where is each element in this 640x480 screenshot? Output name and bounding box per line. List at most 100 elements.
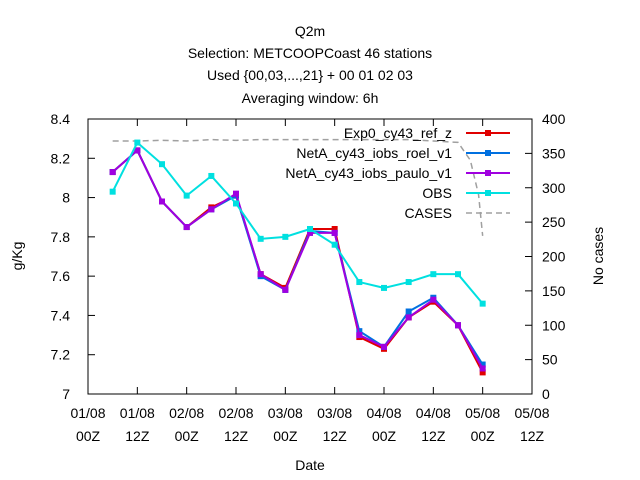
- data-point: [479, 361, 486, 368]
- legend-label: OBS: [422, 185, 452, 201]
- data-point: [183, 192, 190, 199]
- x-tick-label-hour: 12Z: [520, 428, 545, 444]
- y-axis-label: g/Kg: [9, 242, 25, 271]
- data-point: [430, 271, 437, 278]
- legend-marker: [485, 170, 491, 176]
- data-point: [479, 369, 486, 376]
- data-point: [159, 198, 165, 205]
- y2-tick-label: 150: [542, 283, 566, 299]
- y-tick-label: 7.2: [51, 347, 71, 363]
- y-tick-label: 8.2: [51, 150, 71, 166]
- x-tick-label-date: 02/08: [169, 405, 204, 421]
- x-tick-label-date: 01/08: [70, 405, 105, 421]
- legend-label: CASES: [405, 205, 452, 221]
- chart-title: Q2m Selection: METCOOPCoast 46 stations Us…: [188, 23, 432, 106]
- data-point: [208, 206, 215, 213]
- y2-tick-label: 0: [542, 386, 550, 402]
- data-point: [455, 322, 461, 329]
- series-NetA_cy43_iobs_paulo_v1: [109, 147, 486, 372]
- x-tick-label-hour: 12Z: [421, 428, 446, 444]
- x-tick-label-hour: 00Z: [76, 428, 101, 444]
- x-tick-label-date: 01/08: [120, 405, 155, 421]
- data-point: [405, 308, 412, 315]
- x-tick-label-date: 04/08: [366, 405, 401, 421]
- y-tick-label: 7.6: [51, 268, 71, 284]
- legend-label: NetA_cy43_iobs_roel_v1: [296, 145, 452, 161]
- x-tick-label-hour: 12Z: [323, 428, 348, 444]
- legend-marker: [485, 130, 491, 136]
- data-point: [233, 190, 239, 197]
- x-axis: 01/08 00Z 01/08 12Z 02/08 00Z 02/08 12Z 03/08 00Z…: [70, 119, 550, 444]
- y2-tick-label: 100: [542, 317, 566, 333]
- data-point: [405, 314, 412, 321]
- y2-tick-label: 300: [542, 180, 566, 196]
- y2-axis-label: No cases: [590, 227, 606, 285]
- y2-tick-label: 400: [542, 111, 566, 127]
- y-tick-label: 8.4: [51, 111, 71, 127]
- data-point: [331, 241, 338, 248]
- x-tick-label-date: 04/08: [416, 405, 451, 421]
- data-point: [331, 229, 338, 236]
- x-tick-label-date: 02/08: [218, 405, 253, 421]
- y2-axis: 0 50 100 150 200 250 300 350 400: [525, 111, 566, 402]
- data-point: [134, 139, 141, 146]
- data-point: [183, 224, 190, 231]
- data-point: [479, 365, 486, 372]
- data-point: [356, 332, 363, 339]
- y-tick-label: 7: [62, 386, 70, 402]
- legend-label: NetA_cy43_iobs_paulo_v1: [285, 165, 452, 181]
- title-line: Averaging window: 6h: [242, 90, 379, 106]
- x-tick-label-hour: 00Z: [175, 428, 200, 444]
- data-point: [455, 271, 461, 278]
- legend: Exp0_cy43_ref_z NetA_cy43_iobs_roel_v1 Net…: [285, 125, 510, 221]
- data-point: [233, 200, 239, 207]
- y-axis: 7 7.2 7.4 7.6 7.8 8 8.2 8.4: [51, 111, 95, 402]
- data-point: [405, 279, 412, 286]
- y2-tick-label: 350: [542, 145, 566, 161]
- y2-tick-label: 250: [542, 214, 566, 230]
- x-tick-label-hour: 12Z: [224, 428, 249, 444]
- x-tick-label-date: 03/08: [268, 405, 303, 421]
- title-line: Q2m: [295, 23, 325, 39]
- data-point: [479, 300, 486, 307]
- data-point: [257, 271, 264, 278]
- y-tick-label: 8: [62, 190, 70, 206]
- data-point: [159, 161, 165, 168]
- x-tick-label-date: 03/08: [317, 405, 352, 421]
- title-line: Selection: METCOOPCoast 46 stations: [188, 45, 432, 61]
- y2-tick-label: 200: [542, 249, 566, 265]
- data-point: [430, 296, 437, 303]
- data-point: [356, 279, 363, 286]
- data-point: [282, 286, 289, 293]
- y-tick-label: 7.8: [51, 229, 71, 245]
- data-point: [109, 169, 116, 176]
- data-point: [134, 147, 141, 154]
- series-line: [111, 140, 484, 305]
- data-point: [208, 172, 215, 179]
- x-axis-label: Date: [295, 457, 325, 473]
- data-point: [307, 229, 313, 236]
- x-tick-label-date: 05/08: [514, 405, 549, 421]
- title-line: Used {00,03,...,21} + 00 01 02 03: [207, 67, 413, 83]
- legend-marker: [485, 190, 491, 196]
- data-point: [282, 233, 289, 240]
- y-tick-label: 7.4: [51, 307, 71, 323]
- x-tick-label-hour: 12Z: [125, 428, 150, 444]
- legend-label: Exp0_cy43_ref_z: [344, 125, 452, 141]
- series-line: [112, 148, 484, 369]
- data-point: [381, 343, 387, 350]
- y2-tick-label: 50: [542, 352, 558, 368]
- data-point: [331, 226, 338, 232]
- x-tick-label-hour: 00Z: [471, 428, 496, 444]
- x-tick-label-date: 05/08: [465, 405, 500, 421]
- data-point: [109, 188, 116, 195]
- data-point: [257, 235, 264, 242]
- data-point: [381, 284, 387, 291]
- series-layer: [109, 139, 486, 376]
- data-point: [307, 226, 313, 232]
- legend-marker: [485, 150, 491, 156]
- series-OBS: [109, 139, 486, 307]
- x-tick-label-hour: 00Z: [372, 428, 397, 444]
- x-tick-label-hour: 00Z: [273, 428, 298, 444]
